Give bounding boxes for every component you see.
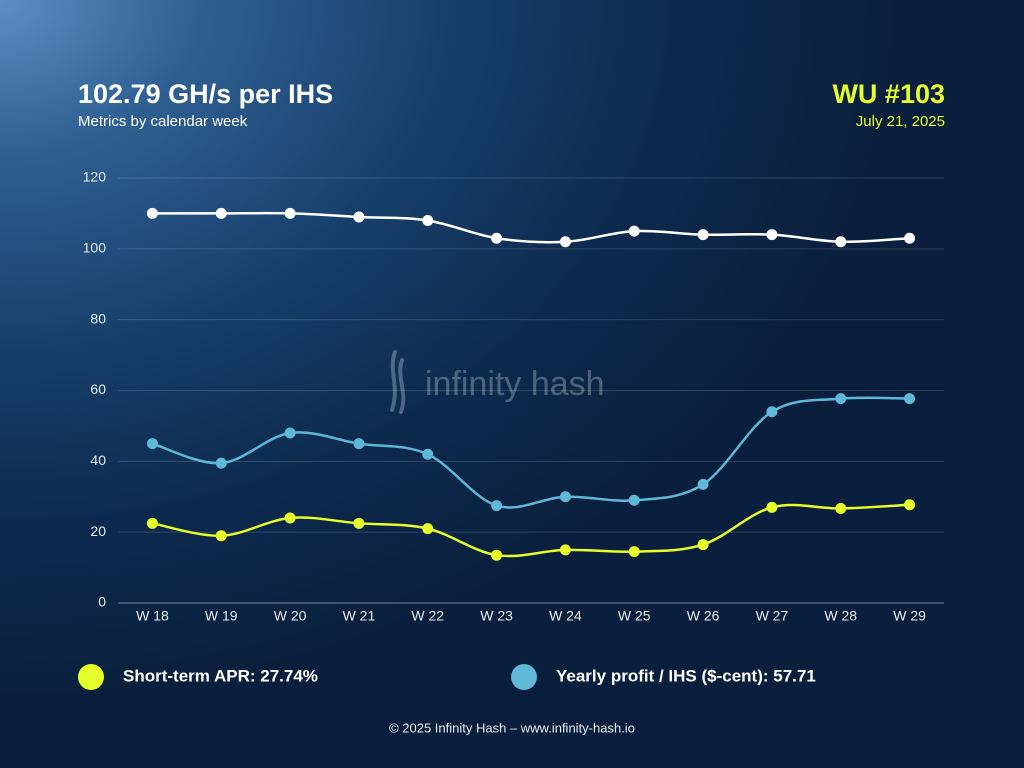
- y-tick-label: 40: [90, 452, 106, 468]
- data-point: [284, 512, 296, 524]
- data-point: [697, 478, 709, 490]
- data-point: [284, 207, 296, 219]
- data-point: [766, 501, 778, 513]
- x-tick-label: W 26: [687, 608, 720, 624]
- x-tick-label: W 25: [618, 608, 651, 624]
- watermark: infinity hash: [425, 365, 605, 403]
- legend-label: Short-term APR: 27.74%: [123, 666, 318, 685]
- data-point: [559, 491, 571, 503]
- data-point: [835, 236, 847, 248]
- y-tick-label: 60: [90, 381, 106, 397]
- date: July 21, 2025: [856, 113, 945, 130]
- data-point: [904, 232, 916, 244]
- data-point: [284, 427, 296, 439]
- footer: © 2025 Infinity Hash – www.infinity-hash…: [389, 720, 635, 735]
- series-line: [152, 396, 910, 509]
- legend-label: Yearly profit / IHS ($-cent): 57.71: [556, 666, 816, 685]
- data-point: [353, 517, 365, 529]
- data-point: [146, 207, 158, 219]
- data-point: [835, 393, 847, 405]
- x-tick-label: W 23: [480, 608, 513, 624]
- series-line: [152, 503, 910, 558]
- data-point: [904, 499, 916, 511]
- y-tick-label: 100: [83, 240, 107, 256]
- data-point: [766, 406, 778, 418]
- series-line: [152, 211, 910, 244]
- data-point: [628, 546, 640, 558]
- data-point: [559, 236, 571, 248]
- legend-swatch: [78, 664, 104, 690]
- x-tick-label: W 27: [756, 608, 789, 624]
- data-point: [835, 502, 847, 514]
- x-tick-label: W 20: [274, 608, 307, 624]
- data-point: [146, 517, 158, 529]
- data-point: [353, 438, 365, 450]
- data-point: [353, 211, 365, 223]
- x-tick-label: W 18: [136, 608, 169, 624]
- y-tick-label: 0: [98, 594, 106, 610]
- data-point: [766, 229, 778, 241]
- badge: WU #103: [832, 79, 945, 109]
- data-point: [491, 232, 503, 244]
- data-point: [215, 457, 227, 469]
- y-tick-label: 80: [90, 310, 106, 326]
- data-point: [697, 229, 709, 241]
- x-tick-label: W 21: [343, 608, 376, 624]
- x-tick-label: W 24: [549, 608, 582, 624]
- data-point: [146, 438, 158, 450]
- data-point: [422, 523, 434, 535]
- data-point: [628, 494, 640, 506]
- data-point: [422, 215, 434, 226]
- chart-subtitle: Metrics by calendar week: [78, 113, 248, 130]
- y-tick-label: 120: [83, 169, 107, 185]
- chart-title: 102.79 GH/s per IHS: [78, 79, 333, 109]
- data-point: [559, 544, 571, 556]
- data-point: [491, 500, 503, 512]
- x-tick-label: W 22: [411, 608, 444, 624]
- data-point: [215, 207, 227, 219]
- y-tick-label: 20: [90, 523, 106, 539]
- legend-swatch: [511, 664, 537, 690]
- data-point: [215, 530, 227, 542]
- x-tick-label: W 19: [205, 608, 238, 624]
- data-point: [904, 393, 916, 405]
- x-tick-label: W 29: [893, 608, 926, 624]
- data-point: [697, 539, 709, 551]
- data-point: [491, 549, 503, 561]
- watermark-logo: [390, 350, 406, 414]
- x-tick-label: W 28: [824, 608, 857, 624]
- data-point: [628, 225, 640, 237]
- data-point: [422, 448, 434, 460]
